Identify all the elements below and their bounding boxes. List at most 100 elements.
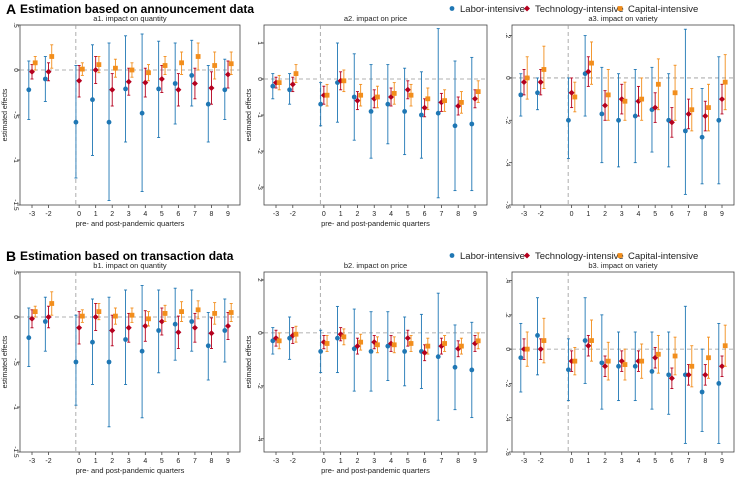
panel-title: b3. impact on variety xyxy=(588,261,657,270)
point-estimate xyxy=(469,121,475,127)
point-estimate xyxy=(146,70,151,76)
point-estimate xyxy=(375,94,380,100)
point-estimate xyxy=(212,63,218,68)
point-estimate xyxy=(318,349,324,354)
point-estimate xyxy=(572,94,578,100)
point-estimate xyxy=(270,338,276,344)
y-tick-label: 0 xyxy=(256,77,263,81)
point-estimate xyxy=(341,334,347,340)
point-estimate xyxy=(472,95,478,102)
point-estimate xyxy=(459,343,464,349)
point-estimate xyxy=(123,86,128,92)
x-tick-label: 5 xyxy=(160,211,164,218)
point-estimate xyxy=(293,71,299,76)
point-estimate xyxy=(469,367,475,373)
point-estimate xyxy=(672,90,678,96)
point-estimate xyxy=(129,312,135,318)
point-estimate xyxy=(92,67,99,73)
y-tick-label: 0 xyxy=(256,331,263,335)
point-estimate xyxy=(90,339,95,345)
panel-title: a2. impact on price xyxy=(344,14,407,23)
legend-marker-circle xyxy=(449,6,455,11)
x-tick-label: 9 xyxy=(226,211,230,218)
point-estimate xyxy=(639,96,645,102)
point-estimate xyxy=(162,63,168,68)
point-estimate xyxy=(706,105,711,110)
x-tick-label: -2 xyxy=(538,458,544,465)
point-estimate xyxy=(404,335,411,342)
series-circle xyxy=(270,292,475,421)
point-estimate xyxy=(668,119,675,126)
point-estimate xyxy=(26,335,32,341)
point-estimate xyxy=(582,338,588,343)
x-tick-label: 6 xyxy=(670,458,674,465)
x-tick-label: 0 xyxy=(570,211,574,218)
y-tick-label: 0 xyxy=(504,76,511,80)
y-tick-label: -2 xyxy=(256,148,263,154)
point-estimate xyxy=(139,110,145,116)
point-estimate xyxy=(541,338,547,343)
y-axis-label: estimated effects xyxy=(246,335,253,388)
point-estimate xyxy=(602,102,609,109)
point-estimate xyxy=(699,134,705,140)
point-estimate xyxy=(287,87,292,93)
point-estimate xyxy=(719,363,725,370)
point-estimate xyxy=(702,113,709,120)
x-tick-label: -3 xyxy=(273,458,279,465)
point-estimate xyxy=(722,79,728,85)
x-tick-label: 4 xyxy=(143,211,147,218)
series-square xyxy=(32,42,234,82)
x-tick-label: 6 xyxy=(423,211,427,218)
y-tick-label: 0 xyxy=(12,315,19,319)
point-estimate xyxy=(568,89,575,96)
y-tick-label: -1.5 xyxy=(12,446,19,458)
point-estimate xyxy=(391,342,397,348)
point-estimate xyxy=(90,97,95,103)
point-estimate xyxy=(32,309,38,314)
point-estimate xyxy=(79,313,85,319)
point-estimate xyxy=(649,369,655,374)
legend-label: Technology-intensive xyxy=(535,251,624,262)
point-estimate xyxy=(689,107,695,113)
point-estimate xyxy=(45,314,52,320)
point-estimate xyxy=(146,316,151,322)
x-tick-label: 1 xyxy=(94,211,98,218)
point-estimate xyxy=(354,343,361,350)
point-estimate xyxy=(368,349,374,354)
point-estimate xyxy=(341,78,347,84)
y-tick-label: .4 xyxy=(504,278,511,284)
point-estimate xyxy=(29,315,35,322)
x-tick-label: -3 xyxy=(273,211,279,218)
section-b-title: Estimation based on transaction data xyxy=(20,249,234,263)
point-estimate xyxy=(722,343,728,349)
panel-b1: b1. impact on quantity .5 0 -.5 -1 -1.5 -3 -2 0 1… xyxy=(2,261,241,475)
point-estimate xyxy=(668,375,675,382)
x-axis-label: pre- and post-pandemic quarters xyxy=(321,466,430,475)
point-estimate xyxy=(42,319,48,324)
x-tick-label: 0 xyxy=(77,211,81,218)
point-estimate xyxy=(524,75,530,81)
x-tick-label: 6 xyxy=(176,458,180,465)
plot-frame xyxy=(263,271,488,453)
point-estimate xyxy=(632,363,638,369)
series-diamond xyxy=(273,71,478,118)
series-square xyxy=(276,325,481,355)
point-estimate xyxy=(212,311,218,316)
x-tick-label: 2 xyxy=(110,458,114,465)
y-tick-label: -.6 xyxy=(504,201,511,209)
legend-b: Labor-intensive Technology-intensive Capit… xyxy=(449,251,698,262)
x-tick-label: 9 xyxy=(473,211,477,218)
x-tick-label: 9 xyxy=(720,458,724,465)
point-estimate xyxy=(276,80,282,85)
point-estimate xyxy=(96,62,102,67)
point-estimate xyxy=(442,341,448,346)
y-tick-label: 2 xyxy=(256,278,263,282)
x-tick-label: 2 xyxy=(355,211,359,218)
x-axis-label: pre- and post-pandemic quarters xyxy=(321,219,430,228)
point-estimate xyxy=(106,359,112,365)
point-estimate xyxy=(351,346,357,352)
point-estimate xyxy=(142,323,149,329)
x-tick-label: 5 xyxy=(406,211,410,218)
y-tick-label: -2 xyxy=(256,383,263,389)
